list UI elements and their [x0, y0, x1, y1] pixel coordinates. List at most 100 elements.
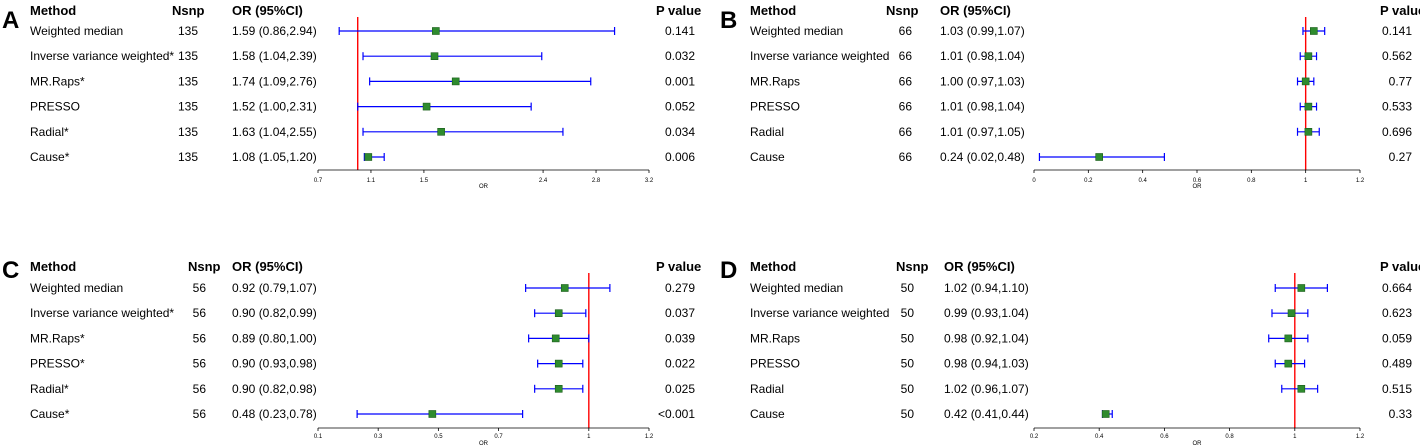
x-axis-label: OR — [479, 184, 489, 190]
point-estimate — [1310, 27, 1318, 35]
p-value: 0.664 — [1382, 281, 1412, 295]
method-label: Weighted median — [750, 24, 843, 38]
header-nsnp: Nsnp — [188, 259, 221, 274]
x-tick-label: 2.4 — [539, 178, 548, 184]
table-row: Weighted median 50 1.02 (0.94,1.10) 0.664 — [750, 281, 1412, 295]
or-ci-value: 0.42 (0.41,0.44) — [944, 407, 1029, 421]
x-tick-label: 0.2 — [1084, 178, 1093, 184]
method-label: Weighted median — [750, 281, 843, 295]
method-label: MR.Raps* — [30, 331, 85, 345]
p-value: 0.515 — [1382, 382, 1412, 396]
nsnp-value: 66 — [899, 24, 913, 38]
x-tick-label: 0 — [1032, 178, 1036, 184]
point-estimate — [554, 384, 563, 393]
point-estimate — [432, 27, 440, 35]
x-tick-label: 1.5 — [420, 178, 429, 184]
point-estimate — [364, 153, 373, 161]
x-tick-label: 0.6 — [1193, 178, 1202, 184]
p-value: 0.032 — [665, 49, 695, 63]
header-nsnp: Nsnp — [172, 3, 205, 18]
nsnp-value: 66 — [899, 125, 913, 139]
or-ci-value: 1.00 (0.97,1.03) — [940, 74, 1025, 88]
or-ci-value: 1.03 (0.99,1.07) — [940, 24, 1025, 38]
or-ci-value: 0.98 (0.92,1.04) — [944, 331, 1029, 345]
x-tick-label: 0.6 — [1160, 434, 1169, 440]
method-label: PRESSO — [750, 357, 800, 371]
table-row: Inverse variance weighted* 56 0.90 (0.82,0… — [30, 306, 695, 320]
or-ci-value: 1.52 (1.00,2.31) — [232, 100, 317, 114]
table-row: Inverse variance weighted 50 0.99 (0.93,1.… — [750, 306, 1412, 320]
nsnp-value: 135 — [178, 74, 198, 88]
p-value: 0.141 — [665, 24, 695, 38]
header-p-value: P value — [1380, 3, 1420, 18]
point-estimate — [451, 77, 460, 86]
method-label: Inverse variance weighted* — [30, 49, 174, 63]
panel-a: A Method Nsnp OR (95%CI) P value Weighted med… — [2, 3, 701, 190]
point-estimate — [1297, 284, 1306, 292]
p-value: 0.141 — [1382, 24, 1412, 38]
p-value: 0.039 — [665, 331, 695, 345]
point-estimate — [437, 128, 445, 136]
x-tick-label: 0.8 — [1225, 434, 1234, 440]
table-row: Inverse variance weighted 66 1.01 (0.98,1.… — [750, 49, 1412, 63]
nsnp-value: 135 — [178, 150, 198, 164]
method-label: Cause* — [30, 150, 70, 164]
p-value: <0.001 — [658, 407, 695, 421]
nsnp-value: 135 — [178, 24, 198, 38]
header-p-value: P value — [656, 3, 701, 18]
method-label: Weighted median — [30, 281, 123, 295]
nsnp-value: 50 — [901, 357, 915, 371]
table-row: Radial* 135 1.63 (1.04,2.55) 0.034 — [30, 125, 695, 139]
nsnp-value: 56 — [193, 382, 207, 396]
or-ci-value: 1.59 (0.86,2.94) — [232, 24, 317, 38]
point-estimate — [554, 359, 563, 368]
point-estimate — [1304, 128, 1313, 136]
p-value: 0.623 — [1382, 306, 1412, 320]
panel-letter: A — [2, 7, 19, 34]
or-ci-value: 1.74 (1.09,2.76) — [232, 74, 317, 88]
method-label: MR.Raps — [750, 74, 800, 88]
or-ci-value: 0.98 (0.94,1.03) — [944, 357, 1029, 371]
x-tick-label: 3.2 — [645, 178, 654, 184]
table-row: Cause* 56 0.48 (0.23,0.78) <0.001 — [30, 407, 695, 421]
table-row: Weighted median 56 0.92 (0.79,1.07) 0.279 — [30, 281, 695, 295]
x-tick-label: 0.7 — [494, 434, 503, 440]
p-value: 0.562 — [1382, 49, 1412, 63]
or-ci-value: 1.08 (1.05,1.20) — [232, 150, 317, 164]
method-label: PRESSO* — [30, 357, 85, 371]
nsnp-value: 50 — [901, 306, 915, 320]
point-estimate — [1297, 384, 1306, 393]
x-tick-label: 0.2 — [1030, 434, 1039, 440]
x-tick-label: 0.4 — [1138, 178, 1147, 184]
table-row: Radial 50 1.02 (0.96,1.07) 0.515 — [750, 382, 1412, 396]
point-estimate — [422, 102, 431, 111]
x-tick-label: 1.2 — [645, 434, 654, 440]
table-row: PRESSO 135 1.52 (1.00,2.31) 0.052 — [30, 100, 695, 114]
method-label: Inverse variance weighted* — [30, 306, 174, 320]
point-estimate — [1301, 77, 1310, 86]
point-estimate — [430, 52, 439, 61]
panel-letter: D — [720, 257, 737, 284]
method-label: Inverse variance weighted — [750, 49, 889, 63]
table-row: Cause 66 0.24 (0.02,0.48) 0.27 — [750, 150, 1412, 164]
p-value: 0.037 — [665, 306, 695, 320]
panel-c: C Method Nsnp OR (95%CI) P value Weighted med… — [2, 257, 701, 447]
x-tick-label: 0.4 — [1095, 434, 1104, 440]
header-method: Method — [750, 3, 796, 18]
table-row: Cause 50 0.42 (0.41,0.44) 0.33 — [750, 407, 1412, 421]
p-value: 0.279 — [665, 281, 695, 295]
method-label: PRESSO — [30, 100, 80, 114]
panel-d: D Method Nsnp OR (95%CI) P value Weighted med… — [720, 257, 1420, 447]
or-ci-value: 0.90 (0.82,0.99) — [232, 306, 317, 320]
or-ci-value: 1.01 (0.97,1.05) — [940, 125, 1025, 139]
nsnp-value: 50 — [901, 281, 915, 295]
method-label: Radial* — [30, 382, 69, 396]
method-label: MR.Raps — [750, 331, 800, 345]
point-estimate — [1101, 410, 1110, 418]
point-estimate — [554, 309, 563, 318]
x-tick-label: 1.2 — [1356, 434, 1365, 440]
or-ci-value: 0.24 (0.02,0.48) — [940, 150, 1025, 164]
table-row: MR.Raps* 135 1.74 (1.09,2.76) 0.001 — [30, 74, 695, 88]
header-or: OR (95%CI) — [944, 259, 1015, 274]
method-label: Inverse variance weighted — [750, 306, 889, 320]
